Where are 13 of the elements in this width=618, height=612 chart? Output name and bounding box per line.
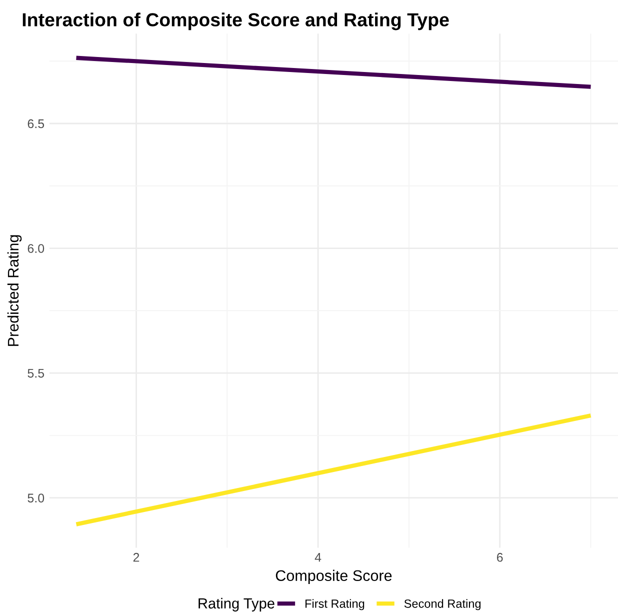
y-axis-title: Predicted Rating (7, 235, 22, 346)
legend-label: Second Rating (404, 599, 481, 610)
y-tick-label: 6.0 (28, 244, 44, 253)
x-tick-label: 4 (314, 553, 322, 562)
y-tick-label: 5.0 (28, 494, 44, 502)
x-tick-label: 2 (133, 552, 140, 562)
y-tick-label: 6.5 (28, 119, 44, 128)
legend-label: First Rating (305, 599, 364, 610)
legend-title: Rating Type (198, 598, 274, 612)
x-axis-title: Composite Score (276, 570, 392, 584)
y-tick-label: 5.5 (28, 368, 44, 378)
chart-title: Interaction of Composite Score and Rating Type (22, 12, 449, 30)
x-tick-label: 6 (496, 552, 503, 562)
